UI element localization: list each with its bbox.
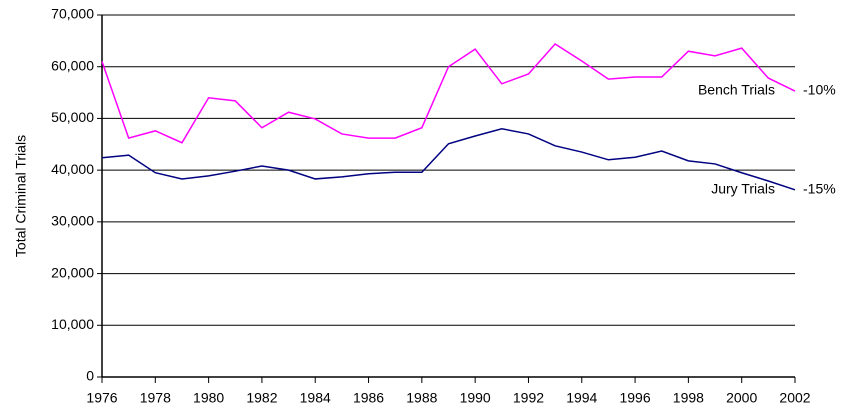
series-line [101,42,796,144]
x-tick-label: 1990 [460,390,491,406]
y-tick-label: 0 [86,368,94,384]
x-tick-label: 1996 [619,390,650,406]
x-tick-label: 1992 [513,390,544,406]
x-tick-label: 2000 [726,390,757,406]
series-line [101,128,796,191]
change-label: -15% [803,180,836,196]
change-label: -10% [803,82,836,98]
y-tick-label: 10,000 [51,316,94,332]
y-tick-label: 20,000 [51,264,94,280]
y-tick-label: 30,000 [51,213,94,229]
y-axis-title: Total Criminal Trials [13,135,29,257]
y-tick-label: 50,000 [51,109,94,125]
x-tick-label: 1988 [406,390,437,406]
x-tick-label: 1986 [353,390,384,406]
x-tick-label: 1982 [246,390,277,406]
series-label: Jury Trials [711,180,775,196]
y-tick-label: 60,000 [51,57,94,73]
x-tick-label: 1980 [193,390,224,406]
y-tick-label: 40,000 [51,161,94,177]
x-tick-label: 1978 [140,390,171,406]
x-tick-label: 1998 [673,390,704,406]
series-label: Bench Trials [698,82,775,98]
x-tick-label: 1984 [300,390,331,406]
x-tick-label: 1976 [86,390,117,406]
x-tick-label: 1994 [566,390,597,406]
y-tick-label: 70,000 [51,6,94,22]
x-tick-label: 2002 [779,390,810,406]
